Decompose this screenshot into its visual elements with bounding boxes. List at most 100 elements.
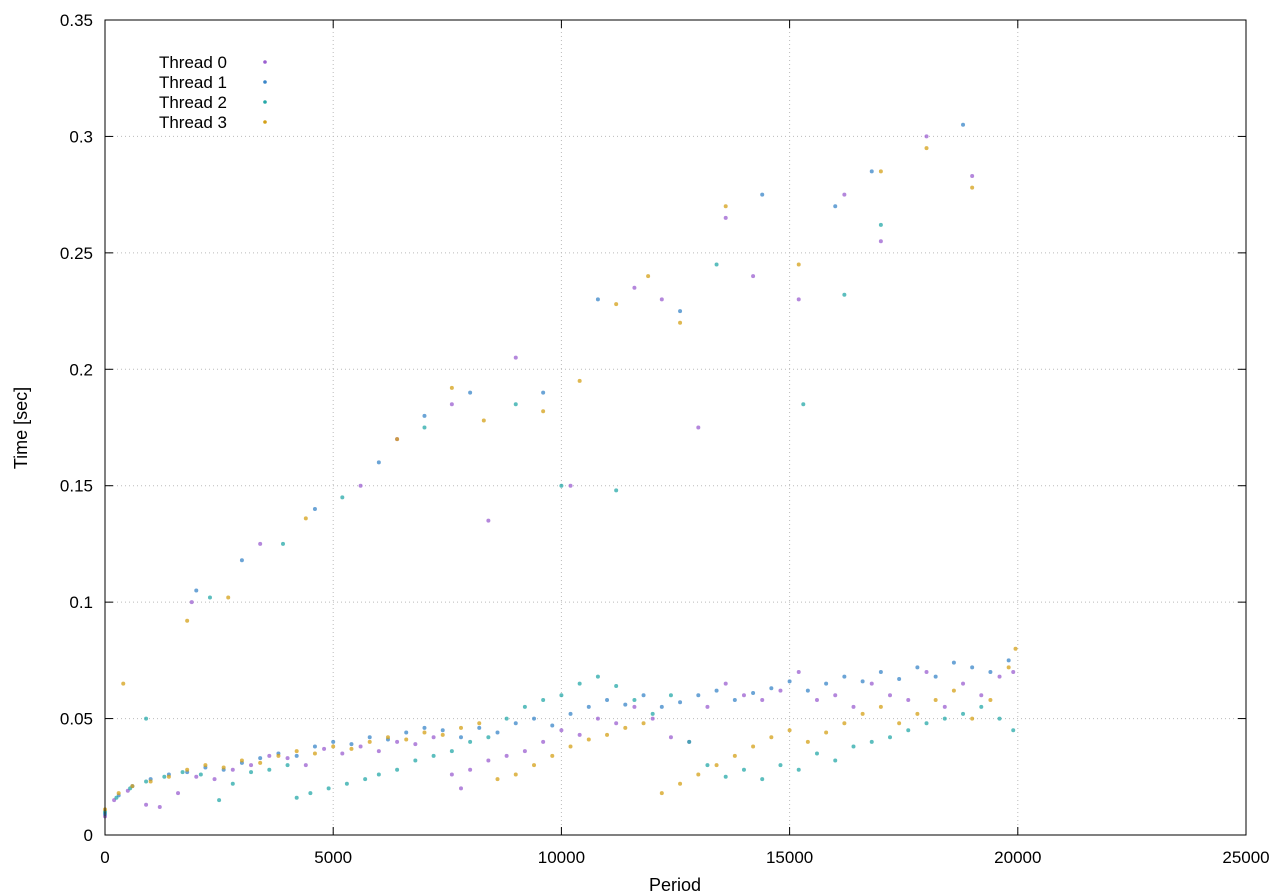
data-point [897, 721, 902, 726]
data-point [796, 670, 801, 674]
data-point [888, 735, 893, 740]
data-point [659, 704, 664, 709]
data-point [705, 763, 710, 768]
data-point [116, 791, 121, 796]
data-point [951, 660, 956, 665]
data-point [696, 693, 701, 698]
y-axis-label: Time [sec] [11, 387, 31, 469]
plot-frame [104, 19, 1247, 836]
data-point [833, 758, 838, 763]
data-point [431, 753, 436, 758]
data-point [732, 753, 737, 758]
data-point [1011, 728, 1016, 733]
data-point [933, 697, 938, 702]
data-point [970, 716, 975, 721]
data-point [532, 763, 537, 768]
data-point [659, 791, 664, 796]
data-point [796, 767, 801, 772]
data-point [705, 704, 710, 709]
data-point [577, 732, 582, 737]
data-points [103, 122, 1018, 819]
data-point [796, 297, 801, 302]
data-point [851, 704, 856, 709]
data-point [285, 756, 290, 761]
data-point [363, 777, 368, 782]
data-point [586, 737, 591, 742]
data-point [997, 716, 1002, 721]
data-point [513, 772, 518, 777]
data-point [605, 732, 610, 737]
data-point [303, 763, 308, 768]
data-point [961, 122, 966, 127]
data-point [404, 737, 409, 742]
data-point [449, 749, 454, 754]
data-point [144, 779, 149, 784]
data-point [217, 798, 222, 803]
data-point [650, 716, 655, 721]
data-point [805, 688, 810, 693]
data-point [723, 215, 728, 220]
data-point [326, 786, 331, 791]
data-point [395, 767, 400, 772]
data-point [481, 418, 486, 423]
data-point [331, 739, 336, 744]
y-tick-label: 0.3 [69, 127, 93, 146]
data-point [422, 425, 427, 430]
legend-marker [263, 60, 267, 64]
data-point [395, 739, 400, 744]
data-point [258, 760, 263, 765]
data-point [614, 721, 619, 726]
data-point [760, 777, 765, 782]
data-point [440, 728, 445, 733]
data-point [449, 402, 454, 407]
data-point [851, 744, 856, 749]
data-point [646, 274, 651, 279]
data-point [778, 688, 783, 693]
data-point [668, 693, 673, 698]
x-tick-label: 10000 [538, 848, 585, 867]
data-point [988, 670, 993, 674]
data-point [924, 670, 929, 674]
legend-label: Thread 2 [159, 93, 227, 112]
data-point [180, 770, 185, 775]
legend-marker [263, 100, 267, 104]
data-point [203, 763, 208, 768]
data-point [801, 402, 806, 407]
data-point [148, 779, 153, 784]
data-point [842, 192, 847, 197]
data-point [376, 772, 381, 777]
data-point [385, 735, 390, 740]
data-point [294, 795, 299, 800]
data-point [513, 721, 518, 726]
data-point [541, 697, 546, 702]
data-point [285, 763, 290, 768]
series-2 [103, 222, 1016, 814]
data-point [185, 618, 190, 623]
data-point [961, 681, 966, 686]
data-point [878, 222, 883, 227]
data-point [696, 772, 701, 777]
data-point [185, 767, 190, 772]
data-point [468, 390, 473, 395]
data-point [1006, 665, 1011, 670]
data-point [897, 676, 902, 681]
data-point [294, 749, 299, 754]
data-point [477, 725, 482, 730]
data-point [741, 693, 746, 698]
data-point [276, 753, 281, 758]
data-point [568, 744, 573, 749]
data-point [413, 742, 418, 747]
data-point [760, 192, 765, 197]
data-point [595, 716, 600, 721]
grid [105, 20, 1246, 835]
data-point [805, 739, 810, 744]
data-point [687, 739, 692, 744]
legend-label: Thread 3 [159, 113, 227, 132]
data-point [614, 302, 619, 307]
data-point [413, 758, 418, 763]
data-point [358, 483, 363, 488]
data-point [522, 749, 527, 754]
data-point [678, 781, 683, 786]
data-point [568, 711, 573, 716]
